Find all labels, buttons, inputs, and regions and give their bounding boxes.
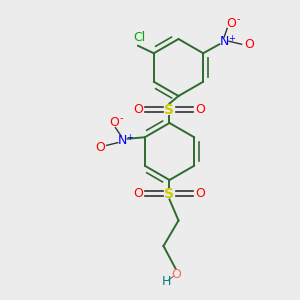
Text: O: O	[171, 268, 181, 281]
Text: +: +	[126, 133, 133, 142]
Text: S: S	[164, 187, 175, 200]
Text: O: O	[134, 103, 143, 116]
Text: O: O	[226, 17, 236, 30]
Text: O: O	[196, 187, 205, 200]
Text: Cl: Cl	[133, 31, 145, 44]
Text: O: O	[244, 38, 254, 51]
Text: +: +	[228, 34, 235, 43]
Text: O: O	[134, 187, 143, 200]
Text: -: -	[237, 14, 240, 24]
Text: N: N	[118, 134, 127, 147]
Text: H: H	[162, 275, 171, 288]
Text: S: S	[164, 103, 175, 116]
Text: O: O	[109, 116, 119, 129]
Text: -: -	[120, 113, 123, 123]
Text: N: N	[220, 35, 229, 48]
Text: O: O	[196, 103, 205, 116]
Text: O: O	[95, 141, 105, 154]
